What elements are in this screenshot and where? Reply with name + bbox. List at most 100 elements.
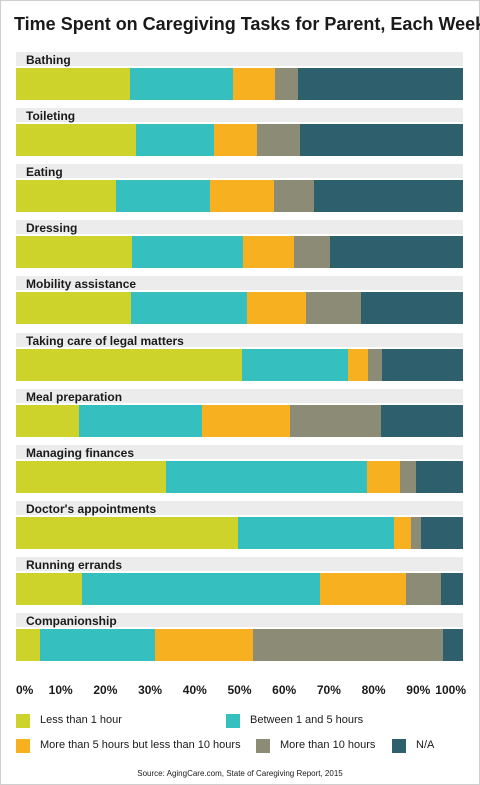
category-band (16, 276, 463, 291)
bar-companionship-between-1-and-5-hours (39, 629, 156, 661)
legend-label: N/A (416, 739, 435, 751)
x-tick-label: 60% (272, 683, 297, 697)
bar-eating-more-than-5-hours-but-less-than-10-hours (210, 180, 275, 213)
bar-doctor-s-appointments-n-a (420, 516, 463, 549)
legend-label: More than 10 hours (280, 739, 376, 751)
bar-running-errands-more-than-10-hours (406, 572, 442, 605)
category-label-eating: Eating (26, 165, 63, 180)
legend-label: Between 1 and 5 hours (250, 714, 364, 726)
category-band (16, 388, 463, 403)
x-tick-label: 80% (361, 683, 386, 697)
bar-taking-care-of-legal-matters-more-than-5-hours-but-less-than-10-hours (347, 348, 368, 381)
bar-toileting-more-than-10-hours (257, 124, 301, 157)
legend-swatch (226, 714, 240, 728)
bar-bathing-less-than-1-hour (16, 68, 130, 100)
bar-bathing-n-a (298, 68, 463, 100)
bar-eating-more-than-10-hours (274, 180, 315, 213)
category-label-doctor-s-appointments: Doctor's appointments (26, 501, 157, 516)
category-label-running-errands: Running errands (26, 557, 123, 572)
bar-managing-finances-more-than-5-hours-but-less-than-10-hours (366, 460, 400, 493)
category-band (16, 52, 463, 66)
category-band (16, 220, 463, 235)
bar-toileting-n-a (300, 124, 463, 157)
bar-meal-preparation-more-than-10-hours (290, 404, 382, 437)
legend-swatch (16, 739, 30, 753)
bar-bathing-between-1-and-5-hours (129, 68, 234, 100)
bar-bathing-more-than-10-hours (275, 68, 299, 100)
category-band (16, 613, 463, 627)
bar-mobility-assistance-more-than-10-hours (305, 292, 361, 325)
bar-doctor-s-appointments-more-than-5-hours-but-less-than-10-hours (394, 516, 412, 549)
x-tick-label: 30% (138, 683, 163, 697)
category-band (16, 444, 463, 459)
bar-doctor-s-appointments-between-1-and-5-hours (238, 516, 395, 549)
bar-toileting-between-1-and-5-hours (135, 124, 214, 157)
x-tick-label: 20% (93, 683, 118, 697)
bar-companionship-less-than-1-hour (16, 629, 40, 661)
bar-bathing-more-than-5-hours-but-less-than-10-hours (233, 68, 276, 100)
bar-eating-n-a (314, 180, 463, 213)
bar-doctor-s-appointments-more-than-10-hours (411, 516, 421, 549)
legend-swatch (256, 739, 270, 753)
category-label-mobility-assistance: Mobility assistance (26, 277, 137, 292)
bar-taking-care-of-legal-matters-more-than-10-hours (367, 348, 382, 381)
bar-running-errands-less-than-1-hour (16, 572, 82, 605)
bar-dressing-n-a (329, 236, 463, 269)
legend-swatch (16, 714, 30, 728)
category-band (16, 556, 463, 571)
bar-running-errands-between-1-and-5-hours (81, 572, 321, 605)
category-label-dressing: Dressing (26, 221, 78, 236)
bar-meal-preparation-between-1-and-5-hours (78, 404, 202, 437)
category-band (16, 108, 463, 123)
bar-toileting-less-than-1-hour (16, 124, 136, 157)
x-tick-label: 50% (227, 683, 252, 697)
bar-taking-care-of-legal-matters-between-1-and-5-hours (241, 348, 348, 381)
bar-meal-preparation-less-than-1-hour (16, 404, 79, 437)
bar-meal-preparation-more-than-5-hours-but-less-than-10-hours (201, 404, 290, 437)
bar-mobility-assistance-less-than-1-hour (16, 292, 131, 325)
bar-companionship-n-a (443, 629, 463, 661)
bar-taking-care-of-legal-matters-n-a (381, 348, 463, 381)
legend-label: Less than 1 hour (40, 714, 122, 726)
bar-companionship-more-than-5-hours-but-less-than-10-hours (155, 629, 253, 661)
category-label-bathing: Bathing (26, 53, 71, 67)
bar-managing-finances-more-than-10-hours (399, 460, 417, 493)
bar-managing-finances-less-than-1-hour (16, 460, 166, 493)
bar-dressing-more-than-10-hours (294, 236, 330, 269)
category-label-toileting: Toileting (26, 109, 76, 124)
bar-managing-finances-n-a (416, 460, 463, 493)
bar-meal-preparation-n-a (381, 404, 463, 437)
bar-dressing-more-than-5-hours-but-less-than-10-hours (242, 236, 295, 269)
x-tick-label: 70% (316, 683, 341, 697)
bar-dressing-between-1-and-5-hours (132, 236, 243, 269)
category-band (16, 164, 463, 179)
bar-mobility-assistance-n-a (360, 292, 463, 325)
category-band (16, 500, 463, 515)
bar-companionship-more-than-10-hours (252, 629, 444, 661)
bar-eating-between-1-and-5-hours (115, 180, 211, 213)
x-tick-label: 100% (435, 683, 466, 697)
bar-mobility-assistance-more-than-5-hours-but-less-than-10-hours (246, 292, 306, 325)
source-note: Source: AgingCare.com, State of Caregivi… (137, 769, 343, 778)
category-label-companionship: Companionship (26, 614, 117, 628)
bar-managing-finances-between-1-and-5-hours (165, 460, 367, 493)
x-tick-label: 40% (182, 683, 207, 697)
category-band (16, 332, 463, 347)
bar-mobility-assistance-between-1-and-5-hours (130, 292, 247, 325)
bar-eating-less-than-1-hour (16, 180, 116, 213)
bar-doctor-s-appointments-less-than-1-hour (16, 516, 239, 549)
legend-label: More than 5 hours but less than 10 hours (40, 739, 241, 751)
legend-swatch (392, 739, 406, 753)
bar-taking-care-of-legal-matters-less-than-1-hour (16, 348, 242, 381)
chart-title: Time Spent on Caregiving Tasks for Paren… (14, 14, 480, 34)
bar-running-errands-more-than-5-hours-but-less-than-10-hours (320, 572, 407, 605)
bar-toileting-more-than-5-hours-but-less-than-10-hours (213, 124, 258, 157)
bar-dressing-less-than-1-hour (16, 236, 133, 269)
category-label-managing-finances: Managing finances (26, 445, 135, 460)
x-tick-label: 10% (48, 683, 73, 697)
x-tick-label: 0% (16, 683, 34, 697)
category-label-meal-preparation: Meal preparation (26, 389, 123, 404)
x-tick-label: 90% (406, 683, 431, 697)
category-label-taking-care-of-legal-matters: Taking care of legal matters (26, 333, 184, 348)
bar-running-errands-n-a (441, 572, 463, 605)
